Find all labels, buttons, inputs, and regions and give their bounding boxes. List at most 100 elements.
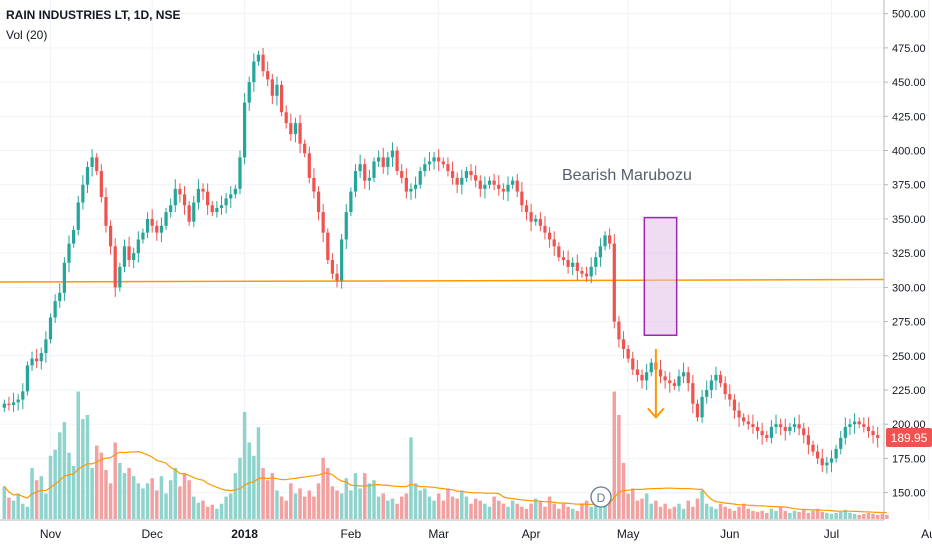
- y-tick-label: 425.00: [892, 111, 926, 123]
- volume-bar: [533, 498, 538, 519]
- volume-bar: [866, 512, 871, 519]
- candle-body: [843, 426, 847, 438]
- price-axis[interactable]: 150.00175.00200.00225.00250.00275.00300.…: [883, 0, 926, 520]
- volume-bar: [205, 506, 210, 519]
- candle-body: [155, 225, 159, 233]
- volume-bar: [436, 493, 441, 519]
- volume-bar: [196, 502, 201, 519]
- volume-bar: [672, 506, 677, 519]
- candle-body: [437, 157, 441, 162]
- candle-body: [187, 205, 191, 222]
- volume-bar: [497, 500, 501, 519]
- x-tick-label: May: [617, 527, 640, 541]
- candle-body: [395, 150, 399, 172]
- volume-bar: [760, 510, 764, 519]
- volume-bar: [746, 508, 751, 519]
- volume-bar: [492, 496, 496, 519]
- volume-bar: [843, 509, 848, 519]
- candle-body: [584, 273, 589, 277]
- candle-body: [631, 358, 635, 370]
- candle-body: [857, 421, 861, 425]
- volume-bar: [797, 511, 801, 519]
- candle-body: [293, 123, 298, 135]
- candle-body: [90, 157, 94, 167]
- volume-bar: [141, 488, 145, 519]
- volume-bar: [788, 512, 792, 519]
- candle-body: [409, 188, 413, 192]
- volume-bar: [783, 510, 788, 519]
- dividend-marker[interactable]: D: [590, 486, 612, 508]
- candle-body: [511, 180, 515, 185]
- volume-bar: [265, 480, 270, 519]
- candle-body: [349, 191, 353, 213]
- candle-body: [617, 321, 621, 340]
- candle-body: [839, 437, 843, 449]
- volume-bar: [728, 508, 732, 519]
- volume-bar: [487, 506, 492, 519]
- candle-body: [751, 424, 755, 427]
- volume-bar: [7, 497, 11, 519]
- volume-bar: [792, 510, 797, 519]
- volume-bar: [330, 486, 335, 519]
- candle-body: [520, 191, 524, 206]
- volume-bar: [242, 411, 247, 519]
- time-axis[interactable]: Nov Dec 2018 Feb Mar Apr May Jun Jul Au: [0, 519, 932, 541]
- candle-body: [501, 188, 506, 192]
- candle-body: [700, 396, 704, 418]
- volume-bar: [85, 414, 90, 519]
- volume-bar: [774, 510, 778, 519]
- candle-body: [552, 239, 556, 247]
- volume-bar: [473, 498, 478, 519]
- volume-bar: [293, 493, 298, 519]
- support-line[interactable]: [0, 278, 885, 283]
- candle-body: [612, 243, 616, 322]
- candle-body: [210, 205, 214, 213]
- candle-body: [289, 123, 293, 135]
- candle-body: [390, 150, 395, 158]
- candle-body: [48, 317, 53, 340]
- candle-body: [206, 191, 210, 206]
- candle-body: [460, 177, 464, 185]
- candle-body: [441, 161, 445, 165]
- candle-body: [353, 171, 358, 192]
- volume-bar: [339, 493, 344, 519]
- candle-body: [645, 372, 649, 381]
- volume-bar: [520, 506, 524, 519]
- candle-body: [136, 239, 140, 254]
- candle-body: [85, 166, 90, 185]
- volume-bar: [852, 513, 857, 519]
- grid-lines: [0, 0, 930, 520]
- volume-bar: [131, 476, 136, 519]
- volume-bar: [2, 486, 7, 519]
- volume-bar: [667, 508, 672, 519]
- candle-body: [307, 153, 311, 178]
- candle-body: [538, 218, 542, 226]
- volume-bar: [159, 476, 164, 519]
- candle-body: [829, 458, 834, 463]
- candle-body: [81, 184, 85, 203]
- candle-body: [455, 177, 459, 185]
- candle-body: [658, 369, 663, 377]
- volume-bar: [825, 512, 829, 519]
- volume-bar: [464, 496, 469, 519]
- volume-bar: [367, 483, 372, 519]
- volume-bar: [376, 496, 381, 519]
- x-tick-label: Au: [921, 527, 932, 541]
- volume-bar: [469, 503, 473, 519]
- candle-body: [344, 212, 348, 240]
- y-tick-label: 325.00: [892, 248, 926, 260]
- candle-body: [483, 184, 487, 189]
- volume-bar: [695, 498, 700, 519]
- down-arrow-annotation: [647, 348, 665, 419]
- volume-bar: [270, 473, 275, 519]
- candle-body: [672, 383, 676, 386]
- candle-body: [640, 374, 644, 381]
- candle-body: [626, 348, 630, 359]
- candle-body: [127, 246, 131, 260]
- candle-body: [557, 246, 561, 258]
- candle-body: [792, 424, 797, 427]
- candle-body: [450, 171, 455, 178]
- candle-body: [303, 143, 307, 154]
